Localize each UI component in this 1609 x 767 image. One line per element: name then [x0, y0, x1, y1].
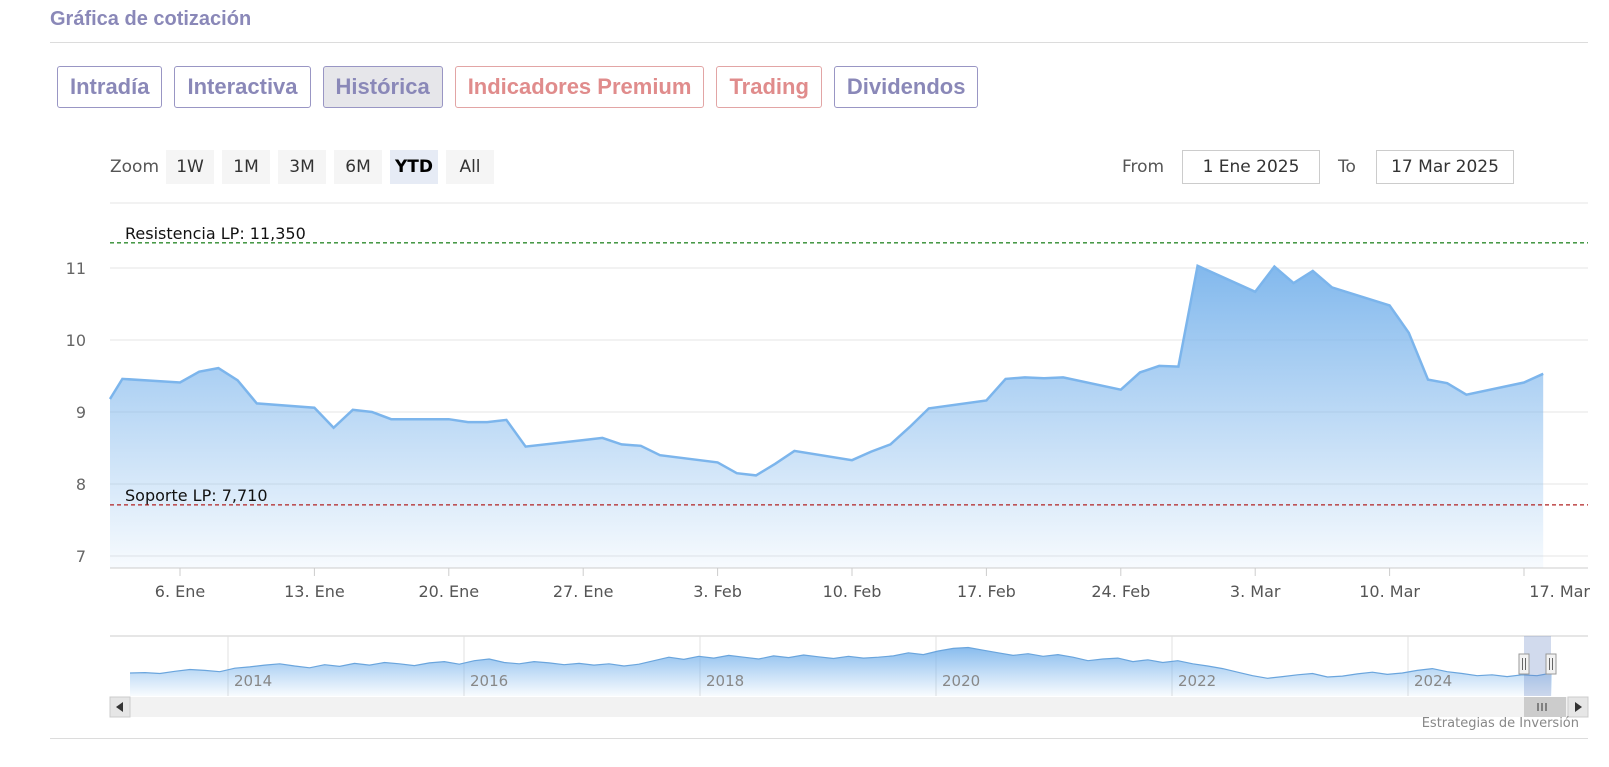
- range-selector: Zoom 1W 1M 3M 6M YTD All From 1 Ene 2025…: [110, 150, 1588, 186]
- y-tick-label: 7: [76, 547, 86, 566]
- chart-tabs: Intradía Interactiva Histórica Indicador…: [57, 66, 979, 108]
- price-area: [110, 265, 1544, 568]
- title-divider: [50, 42, 1588, 43]
- x-tick-label: 17. Mar: [1529, 582, 1590, 601]
- x-tick-label: 27. Ene: [553, 582, 614, 601]
- from-date-input[interactable]: 1 Ene 2025: [1182, 150, 1320, 184]
- x-tick-label: 3. Mar: [1230, 582, 1281, 601]
- x-tick-label: 3. Feb: [693, 582, 742, 601]
- tab-dividendos[interactable]: Dividendos: [833, 66, 979, 108]
- scrollbar-track[interactable]: [110, 697, 1588, 717]
- tab-trading[interactable]: Trading: [716, 66, 822, 108]
- navigator-handle-left[interactable]: [1518, 653, 1530, 675]
- from-label: From: [1122, 157, 1165, 177]
- zoom-button-1w[interactable]: 1W: [166, 150, 214, 184]
- bottom-divider: [50, 738, 1588, 739]
- x-tick-label: 17. Feb: [957, 582, 1016, 601]
- x-tick-label: 20. Ene: [418, 582, 479, 601]
- zoom-label: Zoom: [110, 157, 160, 177]
- navigator-year-label: 2016: [470, 672, 508, 690]
- zoom-button-1m[interactable]: 1M: [222, 150, 270, 184]
- price-line: [108, 264, 1544, 477]
- to-label: To: [1338, 157, 1356, 177]
- x-tick-label: 13. Ene: [284, 582, 345, 601]
- scrollbar-thumb[interactable]: [1524, 697, 1566, 717]
- navigator-handle-right[interactable]: [1545, 653, 1557, 675]
- x-tick-label: 6. Ene: [155, 582, 205, 601]
- x-tick-label: 10. Feb: [823, 582, 882, 601]
- tab-indicadores-premium[interactable]: Indicadores Premium: [454, 66, 705, 108]
- tab-historica[interactable]: Histórica: [322, 66, 443, 108]
- credits-text: Estrategias de Inversión: [1421, 716, 1579, 731]
- x-tick-label: 24. Feb: [1091, 582, 1150, 601]
- navigator-year-label: 2022: [1178, 672, 1216, 690]
- zoom-button-6m[interactable]: 6M: [334, 150, 382, 184]
- navigator-year-label: 2014: [234, 672, 272, 690]
- zoom-button-3m[interactable]: 3M: [278, 150, 326, 184]
- tab-intradia[interactable]: Intradía: [57, 66, 163, 108]
- support-label: Soporte LP: 7,710: [125, 486, 268, 505]
- chevron-right-icon: [1575, 702, 1582, 712]
- y-tick-label: 9: [76, 403, 86, 422]
- x-tick-label: 10. Mar: [1359, 582, 1420, 601]
- chevron-left-icon: [116, 702, 123, 712]
- navigator-year-label: 2024: [1414, 672, 1452, 690]
- section-title: Gráfica de cotización: [50, 8, 252, 30]
- navigator-year-label: 2018: [706, 672, 744, 690]
- y-tick-label: 8: [76, 475, 86, 494]
- handle-grip[interactable]: [1545, 653, 1557, 675]
- handle-grip[interactable]: [1518, 653, 1530, 675]
- zoom-button-ytd[interactable]: YTD: [390, 150, 438, 184]
- navigator-line: [129, 646, 1553, 679]
- zoom-buttons: 1W 1M 3M 6M YTD All: [166, 150, 494, 184]
- resistance-label: Resistencia LP: 11,350: [125, 224, 306, 243]
- navigator-area: [130, 647, 1552, 696]
- tab-interactiva[interactable]: Interactiva: [174, 66, 311, 108]
- to-date-input[interactable]: 17 Mar 2025: [1376, 150, 1514, 184]
- navigator-year-label: 2020: [942, 672, 980, 690]
- y-tick-label: 11: [66, 259, 86, 278]
- y-tick-label: 10: [66, 331, 86, 350]
- zoom-button-all[interactable]: All: [446, 150, 494, 184]
